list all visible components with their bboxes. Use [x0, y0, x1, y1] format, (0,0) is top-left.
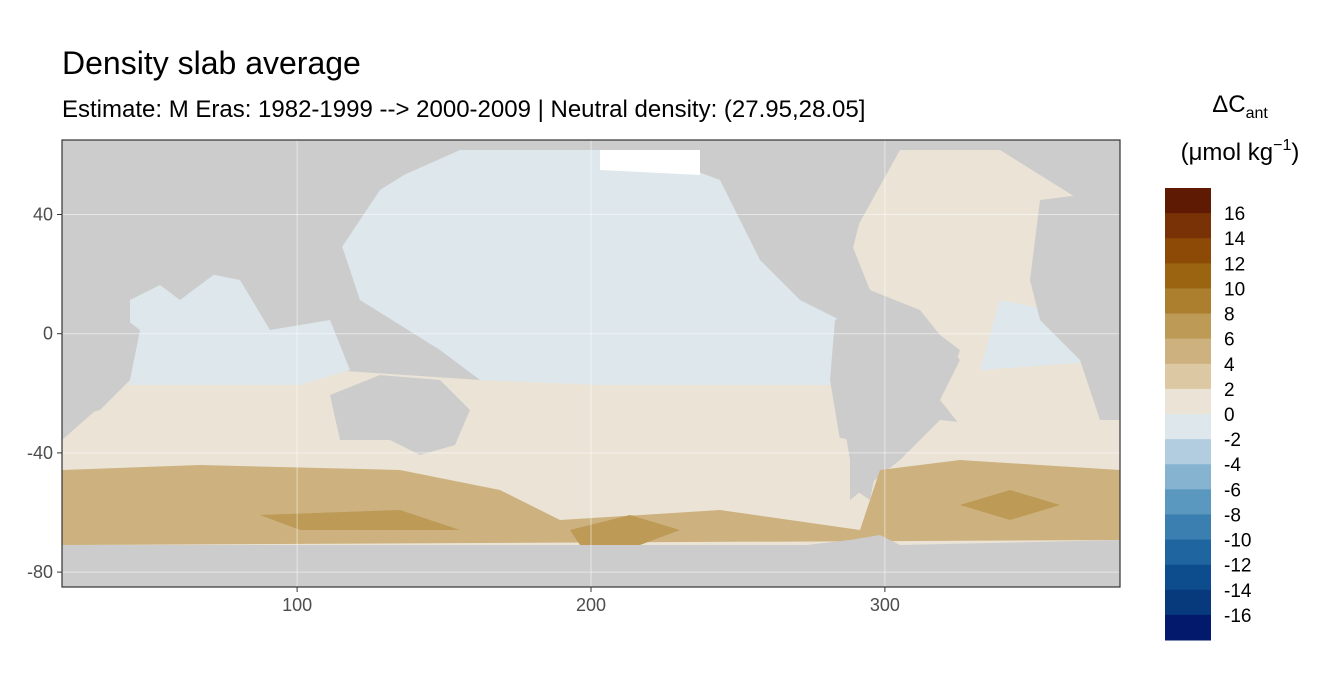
- land-africa-east: [1030, 190, 1120, 420]
- legend-label: 8: [1224, 305, 1235, 326]
- ocean-patch: [960, 490, 1060, 520]
- chart-title: Density slab average: [62, 45, 361, 81]
- legend-unit-main: (μmol kg: [1181, 139, 1274, 166]
- panel-border: [61, 139, 1121, 588]
- legend: 16 14 12 10 8 6 4 2 0 -2 -4 -6 -8 -10 -12 -14 -16: [1165, 188, 1252, 641]
- ocean-tan: [480, 400, 850, 500]
- y-tick-label: 0: [43, 324, 53, 344]
- legend-label: -2: [1224, 430, 1241, 451]
- legend-title-sub: ant: [1246, 105, 1269, 122]
- legend-unit-end: ): [1291, 139, 1299, 166]
- legend-swatch: [1165, 589, 1211, 616]
- legend-swatch: [1165, 388, 1211, 415]
- legend-swatch: [1165, 414, 1211, 440]
- legend-label: 10: [1224, 279, 1245, 300]
- legend-swatch: [1165, 439, 1211, 465]
- legend-swatch: [1165, 188, 1211, 214]
- legend-swatch: [1165, 238, 1211, 264]
- legend-label: 14: [1224, 229, 1246, 250]
- legend-swatch: [1165, 564, 1211, 591]
- legend-swatch: [1165, 464, 1211, 490]
- legend-label: -14: [1224, 581, 1252, 602]
- legend-swatch: [1165, 539, 1211, 566]
- legend-label: 0: [1224, 405, 1235, 426]
- legend-swatch: [1165, 313, 1211, 340]
- y-tick-label: -40: [27, 443, 53, 463]
- legend-swatch: [1165, 213, 1211, 239]
- legend-label: 6: [1224, 330, 1235, 351]
- legend-label: -4: [1224, 455, 1241, 476]
- ocean-indian: [130, 270, 350, 385]
- legend-unit: (μmol kg−1): [1181, 137, 1300, 166]
- x-tick-label: 200: [576, 595, 606, 615]
- land-australia: [330, 375, 470, 455]
- legend-label: 2: [1224, 380, 1235, 401]
- legend-label: -8: [1224, 505, 1241, 526]
- legend-swatch: [1165, 363, 1211, 390]
- legend-label: -6: [1224, 480, 1241, 501]
- ocean-patch: [260, 510, 460, 530]
- legend-title: ΔCant: [1212, 91, 1268, 122]
- chart-subtitle: Estimate: M Eras: 1982-1999 --> 2000-200…: [62, 96, 865, 123]
- legend-label: -10: [1224, 531, 1251, 552]
- ocean-patch: [570, 515, 680, 545]
- x-tick-label: 300: [870, 595, 900, 615]
- x-tick-label: 100: [282, 595, 312, 615]
- land-africa-west: [62, 140, 140, 420]
- legend-label: 12: [1224, 254, 1245, 275]
- legend-label: 4: [1224, 355, 1235, 376]
- legend-swatch: [1165, 288, 1211, 315]
- legend-swatch: [1165, 514, 1211, 541]
- no-data: [600, 150, 700, 175]
- legend-label: 16: [1224, 204, 1245, 225]
- legend-label: -16: [1224, 606, 1251, 627]
- y-tick-label: 40: [33, 205, 53, 225]
- legend-title-main: ΔC: [1212, 91, 1245, 118]
- legend-unit-sup: −1: [1273, 137, 1291, 154]
- legend-swatch: [1165, 263, 1211, 289]
- legend-swatch: [1165, 614, 1211, 641]
- legend-swatch: [1165, 489, 1211, 515]
- land-asia: [100, 140, 460, 300]
- legend-label: -12: [1224, 556, 1251, 577]
- land-antarctica: [62, 535, 1120, 587]
- land-south-america: [830, 300, 960, 500]
- ocean-pacific: [340, 150, 840, 385]
- y-tick-label: -80: [27, 562, 53, 582]
- map-panel: [62, 140, 1120, 587]
- legend-swatch: [1165, 338, 1211, 365]
